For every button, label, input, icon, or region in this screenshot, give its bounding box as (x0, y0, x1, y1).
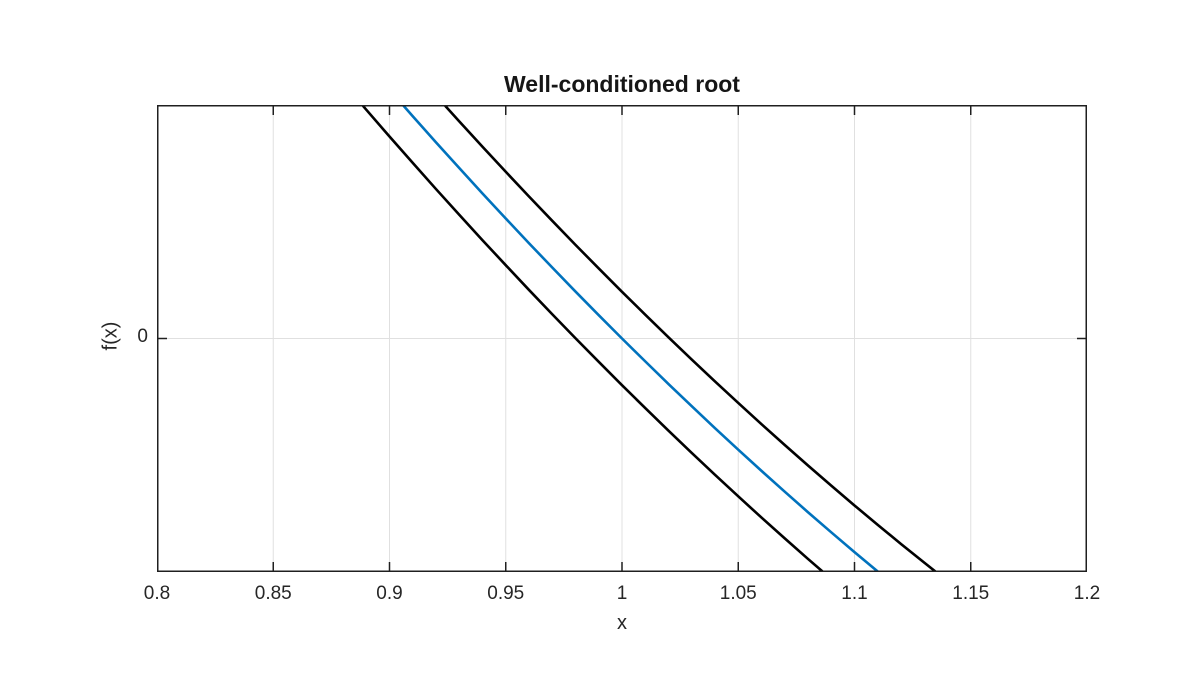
curve-upper-band (442, 105, 939, 572)
x-tick-label: 0.95 (487, 583, 525, 604)
chart-title: Well-conditioned root (504, 71, 740, 97)
y-tick-label: 0 (137, 326, 148, 347)
x-tick-label: 1.1 (841, 583, 868, 604)
x-tick-label: 1 (616, 583, 628, 604)
x-axis-label: x (617, 612, 627, 634)
plot-area (157, 105, 1087, 572)
x-tick-label: 0.9 (376, 583, 403, 604)
curve-lower-band (360, 105, 826, 572)
x-tick-label: 0.85 (254, 583, 292, 604)
x-tick-label: 0.8 (143, 583, 171, 604)
axes-box (157, 105, 1087, 572)
x-tick-label: 1.2 (1073, 583, 1101, 604)
x-tick-label: 1.05 (719, 583, 757, 604)
x-tick-label: 1.15 (952, 583, 990, 604)
